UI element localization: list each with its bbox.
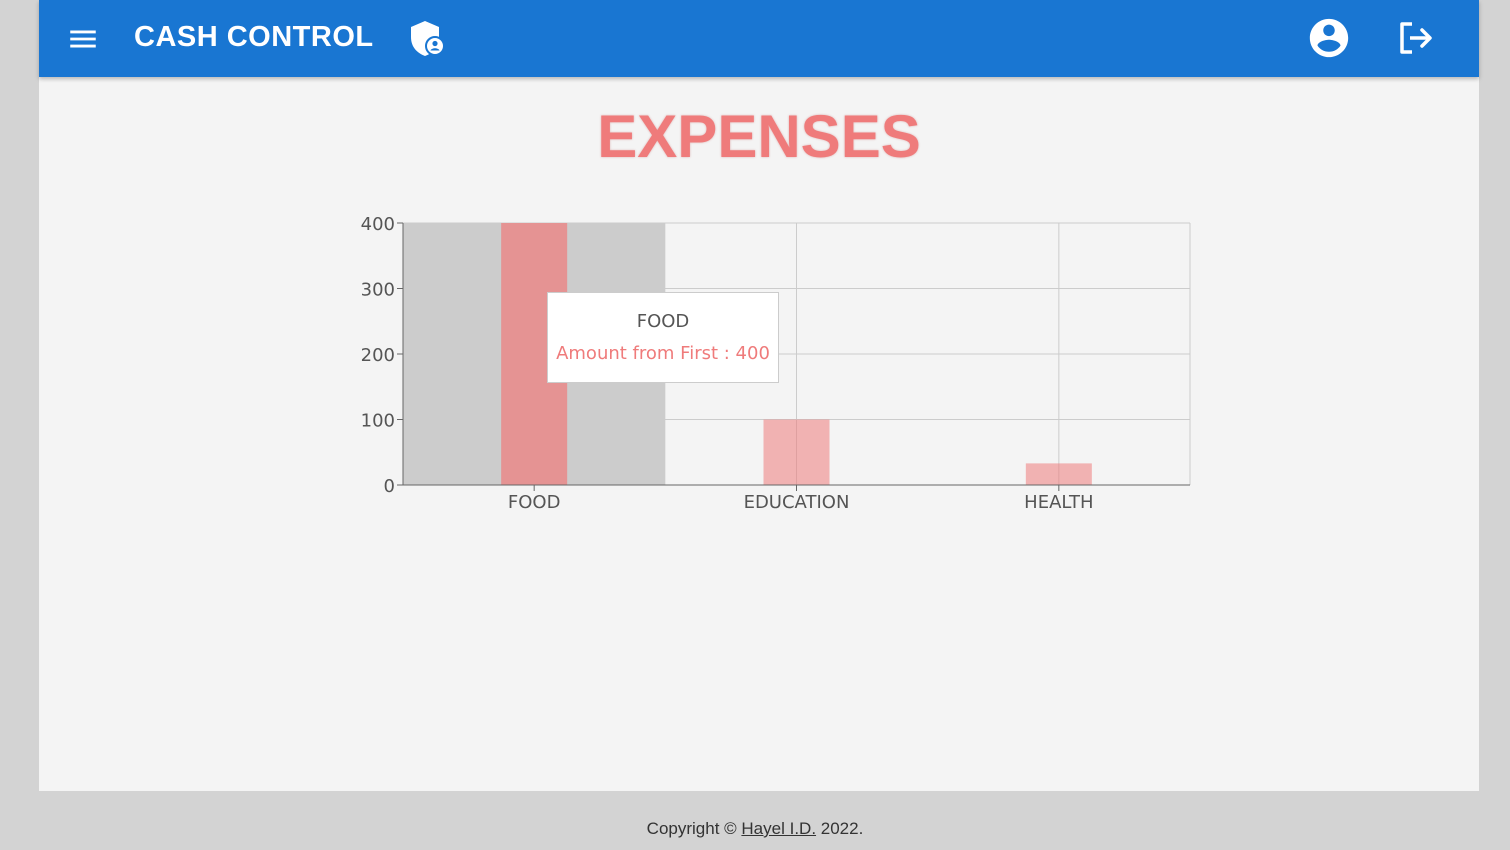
y-tick-label: 0 xyxy=(384,476,395,497)
footer-suffix: 2022. xyxy=(816,819,864,838)
app-bar: CASH CONTROL xyxy=(39,0,1479,77)
app-container: CASH CONTROL EXPENSES 0 100 200 300 400 FOOD E… xyxy=(39,0,1479,791)
account-button[interactable] xyxy=(1306,15,1352,61)
admin-shield-icon xyxy=(411,21,445,56)
footer-prefix: Copyright © xyxy=(646,819,742,838)
page-title: EXPENSES xyxy=(597,103,921,170)
bar-education xyxy=(763,419,830,485)
y-tick-label: 400 xyxy=(361,214,395,235)
tooltip-label: FOOD xyxy=(636,311,690,332)
account-circle-icon xyxy=(1309,18,1349,58)
logout-icon xyxy=(1400,22,1432,54)
footer-copyright: Copyright © Hayel I.D. 2022. xyxy=(0,818,1510,840)
author-link[interactable]: Hayel I.D. xyxy=(741,819,817,838)
tooltip-series-name: Amount from First xyxy=(556,343,719,364)
menu-icon xyxy=(70,30,96,48)
x-tick-label: EDUCATION xyxy=(744,492,850,513)
chart-tooltip: FOOD Amount from First : 400 xyxy=(547,292,779,383)
y-tick-label: 100 xyxy=(361,411,395,432)
y-tick-label: 200 xyxy=(361,345,395,366)
bar-health xyxy=(1025,463,1092,485)
app-title: CASH CONTROL xyxy=(134,21,374,53)
y-tick-label: 300 xyxy=(361,280,395,301)
expenses-bar-chart: 0 100 200 300 400 FOOD EDUCATION HEALTH xyxy=(361,214,1191,513)
x-tick-label: FOOD xyxy=(508,492,561,513)
x-tick-label: HEALTH xyxy=(1024,492,1093,513)
menu-button[interactable] xyxy=(66,22,100,56)
tooltip-amount: 400 xyxy=(735,343,770,364)
tooltip-value: Amount from First : 400 xyxy=(556,343,770,364)
logout-button[interactable] xyxy=(1393,15,1439,61)
